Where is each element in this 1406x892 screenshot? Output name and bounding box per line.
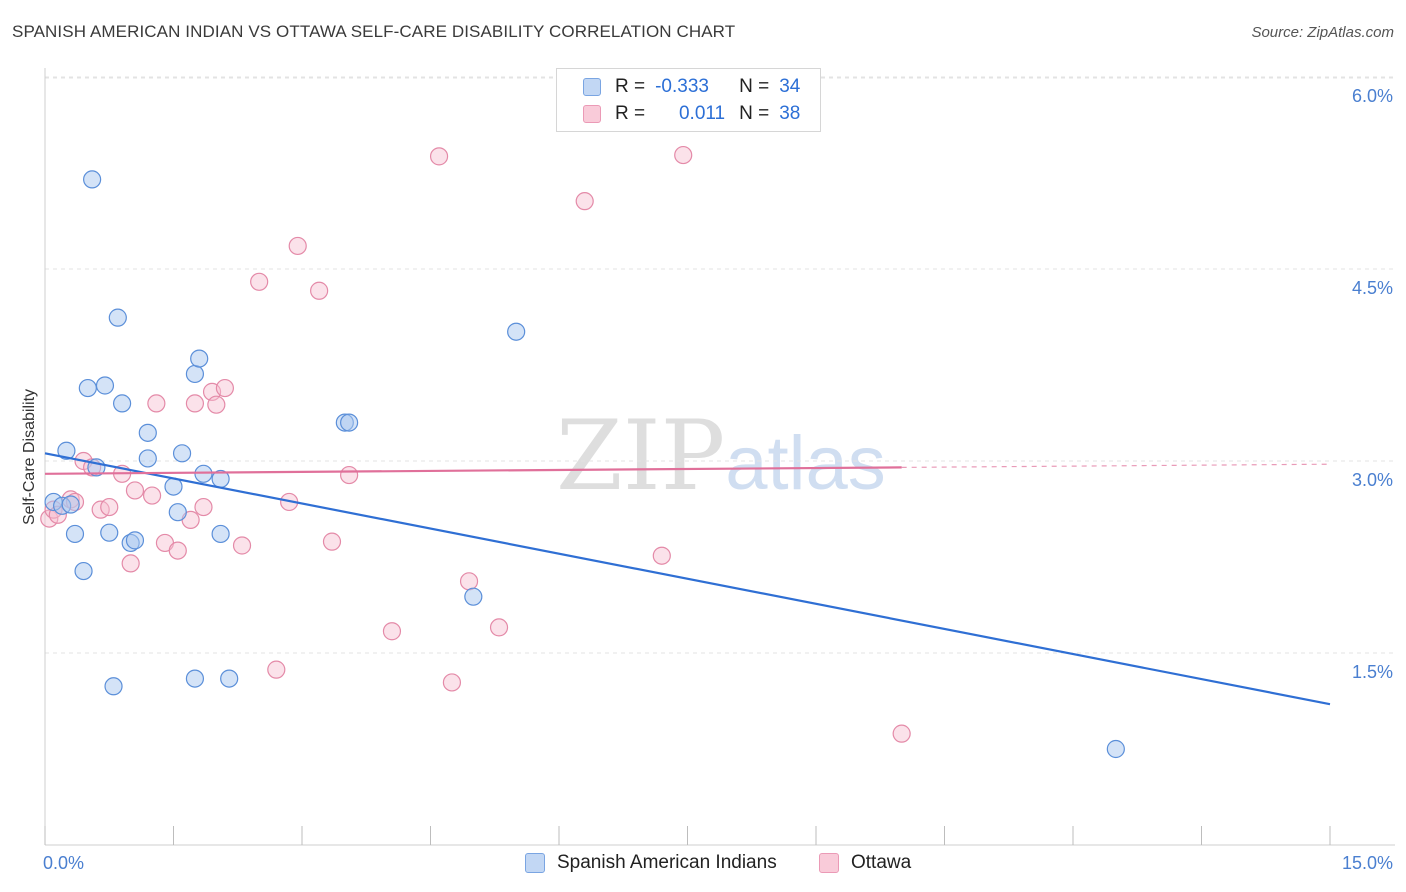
- x-tick-label-min: 0.0%: [43, 853, 84, 873]
- spanish-american-indian-point: [340, 413, 359, 432]
- ottawa-point: [489, 618, 509, 637]
- gridlines: [45, 76, 1395, 654]
- ottawa-point: [459, 572, 479, 591]
- source-note: Source: ZipAtlas.com: [1251, 24, 1394, 41]
- series-legend-ottawa[interactable]: Ottawa: [819, 852, 911, 874]
- ottawa-point: [340, 465, 359, 485]
- legend-swatch-pink: [583, 105, 601, 123]
- ottawa-point: [288, 236, 307, 256]
- ottawa-trend-extension: [901, 463, 1331, 468]
- ottawa-point: [575, 192, 594, 211]
- legend-n-value: 34: [779, 76, 801, 97]
- ottawa-point: [100, 497, 119, 517]
- ottawa-point: [382, 622, 402, 641]
- spanish-american-indian-trend-line: [44, 452, 1331, 706]
- legend-n-label: N =: [739, 76, 770, 97]
- series-legend: Spanish American Indians Ottawa: [0, 852, 1406, 878]
- legend-r-label: R =: [615, 103, 646, 124]
- legend-row-spanish-american-indians: R = -0.333 N = 34: [583, 74, 800, 100]
- spanish-american-indian-point: [507, 322, 526, 341]
- ottawa-point: [147, 394, 166, 413]
- ottawa-point: [121, 554, 140, 573]
- ottawa-point: [215, 378, 234, 398]
- ottawa-point: [142, 486, 162, 505]
- correlation-legend: R = -0.333 N = 34 R = 0.011 N = 38: [556, 68, 821, 132]
- spanish-american-indian-point: [190, 349, 209, 368]
- ottawa-point: [125, 481, 145, 500]
- series-label-spanish-american-indians: Spanish American Indians: [557, 852, 777, 873]
- spanish-american-indian-point: [211, 524, 230, 544]
- ottawa-point: [652, 546, 671, 565]
- ottawa-points: [40, 145, 911, 743]
- spanish-american-indian-point: [138, 449, 157, 468]
- axes: [44, 68, 1395, 846]
- spanish-american-indian-point: [220, 669, 239, 688]
- legend-r-label: R =: [615, 76, 646, 97]
- ottawa-point: [185, 394, 205, 413]
- y-tick-label: 1.5%: [1352, 662, 1393, 682]
- ottawa-point: [892, 724, 911, 743]
- spanish-american-indian-point: [100, 523, 119, 542]
- spanish-american-indian-points: [44, 170, 1125, 759]
- spanish-american-indian-point: [138, 423, 157, 442]
- spanish-american-indian-point: [194, 464, 213, 483]
- legend-r-value: -0.333: [655, 76, 709, 97]
- ottawa-point: [429, 147, 449, 166]
- watermark: ZIPatlas: [556, 400, 886, 512]
- watermark-zip: ZIP: [556, 400, 726, 512]
- spanish-american-indian-point: [95, 376, 115, 395]
- spanish-american-indian-point: [57, 441, 76, 460]
- y-tick-label: 4.5%: [1352, 278, 1393, 298]
- spanish-american-indian-point: [108, 308, 127, 327]
- ottawa-point: [250, 272, 269, 291]
- spanish-american-indian-point: [65, 524, 85, 544]
- spanish-american-indian-point: [464, 587, 483, 606]
- y-tick-label: 6.0%: [1352, 86, 1393, 106]
- chart-title: SPANISH AMERICAN INDIAN VS OTTAWA SELF-C…: [12, 22, 736, 41]
- ottawa-point: [194, 497, 213, 517]
- spanish-american-indian-point: [185, 669, 205, 688]
- legend-n-value: 38: [779, 103, 801, 124]
- series-swatch-pink: [819, 853, 839, 873]
- ottawa-trend-line: [44, 466, 902, 475]
- spanish-american-indian-point: [1106, 739, 1125, 759]
- y-tick-label: 3.0%: [1352, 470, 1393, 490]
- y-axis-label: Self-Care Disability: [21, 389, 38, 525]
- ottawa-point: [267, 660, 286, 679]
- spanish-american-indian-point: [104, 677, 123, 696]
- spanish-american-indian-point: [125, 531, 145, 550]
- ottawa-point: [674, 145, 693, 165]
- legend-swatch-blue: [583, 78, 601, 96]
- spanish-american-indian-point: [83, 170, 102, 189]
- legend-r-value: 0.011: [678, 103, 726, 124]
- watermark-atlas: atlas: [725, 421, 886, 506]
- ottawa-point: [310, 281, 329, 300]
- ottawa-point: [232, 536, 252, 555]
- series-label-ottawa: Ottawa: [851, 852, 912, 873]
- series-swatch-blue: [525, 853, 545, 873]
- ottawa-point: [168, 541, 187, 560]
- spanish-american-indian-point: [61, 495, 80, 514]
- legend-row-ottawa: R = 0.011 N = 38: [583, 101, 800, 127]
- spanish-american-indian-point: [78, 378, 97, 398]
- legend-n-label: N =: [739, 103, 770, 124]
- spanish-american-indian-point: [112, 394, 132, 413]
- ottawa-point: [207, 395, 226, 414]
- spanish-american-indian-point: [168, 503, 187, 522]
- spanish-american-indian-point: [185, 364, 205, 384]
- ottawa-point: [40, 509, 59, 528]
- spanish-american-indian-point: [74, 561, 93, 581]
- series-legend-spanish-american-indians[interactable]: Spanish American Indians: [525, 852, 777, 874]
- x-tick-label-max: 15.0%: [1342, 853, 1393, 873]
- ottawa-point: [442, 673, 462, 692]
- ottawa-point: [322, 532, 342, 551]
- axis-labels: 1.5% 3.0% 4.5% 6.0% 0.0% 15.0% Self-Care Disab…: [21, 86, 1393, 873]
- trend-lines: [44, 452, 1331, 706]
- spanish-american-indian-point: [172, 444, 192, 463]
